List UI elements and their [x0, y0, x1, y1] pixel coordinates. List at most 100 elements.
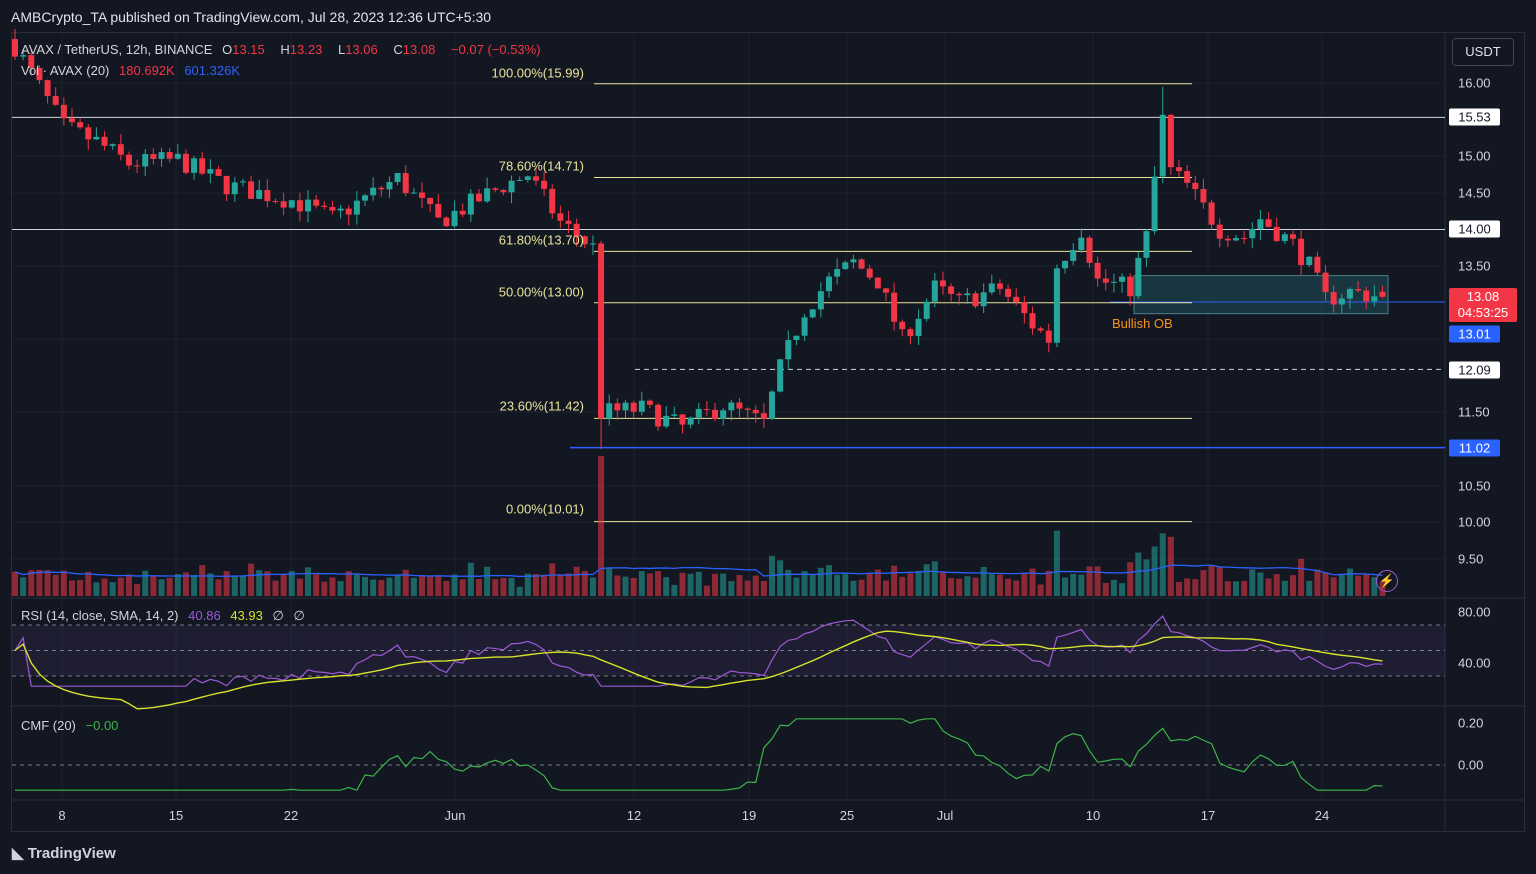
- candle-body: [1070, 250, 1077, 261]
- volume-label[interactable]: Vol · AVAX (20): [21, 63, 110, 78]
- price-tick: 9.50: [1458, 551, 1484, 567]
- volume-bar: [1298, 558, 1305, 596]
- candle-body: [956, 293, 963, 296]
- candle-body: [646, 400, 653, 405]
- volume-bar: [1143, 559, 1150, 596]
- candle-body: [394, 173, 401, 182]
- volume-bar: [1241, 580, 1248, 596]
- candle-body: [36, 68, 43, 81]
- cmf-label[interactable]: CMF (20): [21, 718, 76, 733]
- candle-body: [20, 55, 27, 57]
- volume-bar: [939, 571, 946, 596]
- currency-button[interactable]: USDT: [1452, 38, 1514, 66]
- candle-body: [988, 283, 995, 293]
- candle-body: [60, 104, 67, 119]
- volume-bar: [305, 567, 312, 596]
- time-tick: Jul: [936, 808, 954, 823]
- volume-bar: [785, 569, 792, 596]
- candle-body: [720, 410, 727, 419]
- price-tick: 10.00: [1458, 514, 1491, 530]
- candle-body: [1110, 281, 1117, 283]
- volume-bar: [1273, 574, 1280, 596]
- candle-body: [410, 192, 417, 194]
- candle-body: [882, 288, 889, 293]
- volume-bar: [549, 563, 556, 596]
- rsi-ma-line: [14, 630, 1383, 710]
- volume-bar: [142, 570, 149, 596]
- candle-body: [492, 188, 499, 190]
- candle-body: [378, 187, 385, 190]
- candle-body: [1029, 313, 1036, 329]
- volume-bar: [1216, 566, 1223, 596]
- volume-bar: [1102, 582, 1109, 596]
- volume-bar: [1013, 580, 1020, 596]
- candle-body: [1151, 176, 1158, 232]
- time-tick: 17: [1200, 808, 1216, 823]
- rsi-tick: 80.00: [1458, 604, 1491, 620]
- volume-bar: [801, 571, 808, 596]
- candle-body: [1330, 292, 1337, 305]
- volume-bar: [475, 579, 482, 596]
- candle-body: [459, 210, 466, 215]
- candle-body: [972, 293, 979, 307]
- candle-body: [736, 402, 743, 409]
- fib-label: 100.00%(15.99): [491, 65, 584, 81]
- volume-bar: [638, 571, 645, 596]
- candle-body: [1208, 202, 1215, 225]
- volume-bar: [1257, 572, 1264, 596]
- volume-bar: [777, 560, 784, 596]
- candle-body: [1241, 238, 1248, 240]
- candle-body: [1053, 268, 1060, 343]
- lightning-alert-icon[interactable]: ⚡: [1376, 570, 1398, 592]
- volume-bar: [199, 565, 206, 596]
- volume-bar: [28, 570, 35, 596]
- bullish-ob-label: Bullish OB: [1112, 316, 1173, 331]
- candle-body: [752, 409, 759, 414]
- candle-body: [598, 243, 605, 419]
- volume-bar: [313, 574, 320, 596]
- volume-bar: [85, 571, 92, 596]
- volume-bar: [44, 570, 51, 596]
- volume-bar: [256, 570, 263, 596]
- candle-body: [671, 414, 678, 416]
- candle-body: [191, 158, 198, 173]
- bullish-order-block: [1133, 275, 1389, 315]
- chart-frame[interactable]: [11, 32, 1525, 832]
- low-label: L: [337, 42, 346, 57]
- volume-bar: [614, 575, 621, 596]
- volume-bar: [1224, 581, 1231, 596]
- volume-bar: [1200, 570, 1207, 596]
- candle-body: [1233, 238, 1239, 241]
- volume-bar: [1265, 578, 1272, 596]
- volume-bar: [744, 580, 751, 596]
- candle-body: [858, 259, 865, 269]
- volume-bar: [419, 575, 425, 596]
- candle-body: [288, 200, 295, 208]
- volume-bar: [378, 580, 385, 596]
- candle-body: [581, 236, 588, 245]
- candle-body: [874, 277, 881, 289]
- change-value: −0.07 (−0.53%): [450, 42, 541, 57]
- candle-body: [93, 136, 100, 140]
- candle-body: [166, 152, 173, 159]
- volume-bar: [1159, 533, 1166, 596]
- volume-bar: [703, 585, 710, 596]
- symbol-name[interactable]: AVAX / TetherUS, 12h, BINANCE: [21, 42, 213, 57]
- volume-bar: [679, 572, 686, 596]
- volume-bar: [1021, 572, 1028, 596]
- candle-body: [573, 223, 580, 237]
- rsi-label[interactable]: RSI (14, close, SMA, 14, 2): [21, 608, 179, 623]
- symbol-legend: AVAX / TetherUS, 12h, BINANCE O13.15 H13…: [21, 42, 547, 57]
- volume-bar: [394, 574, 401, 596]
- candle-body: [1021, 302, 1028, 314]
- candle-body: [467, 193, 474, 215]
- volume-bar: [134, 584, 141, 596]
- tradingview-logo: ◣ TradingView: [12, 845, 116, 862]
- volume-bar: [191, 574, 198, 596]
- volume-bar: [353, 574, 360, 596]
- volume-bar: [1086, 566, 1093, 596]
- rsi-line: [14, 615, 1383, 687]
- candle-body: [158, 152, 165, 159]
- rsi-na-1: ∅: [272, 608, 284, 623]
